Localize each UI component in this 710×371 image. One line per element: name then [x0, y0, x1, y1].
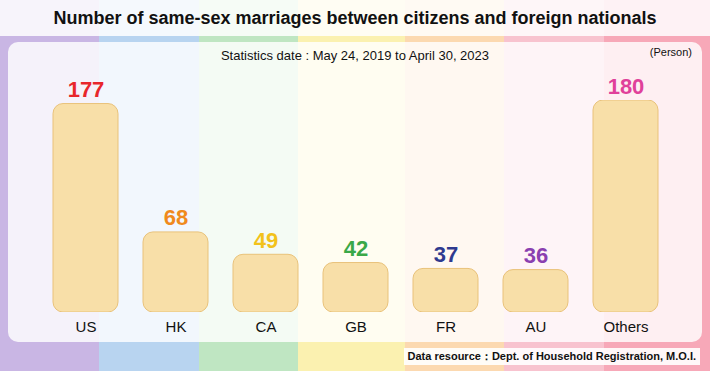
svg-text:AU: AU: [526, 318, 547, 335]
svg-text:HK: HK: [166, 318, 187, 335]
svg-text:68: 68: [164, 205, 188, 230]
html-text:Data resource：Dept. of Househo: Data resource：Dept. of Household Registr…: [407, 350, 696, 362]
svg-text:GB: GB: [345, 318, 367, 335]
svg-text:CA: CA: [256, 318, 277, 335]
svg-text:180: 180: [608, 74, 645, 99]
svg-text:Others: Others: [603, 318, 648, 335]
svg-text:FR: FR: [436, 318, 456, 335]
html-text:Number of same-sex marriages b: Number of same-sex marriages between cit…: [53, 8, 657, 28]
html-text:(Person): (Person): [649, 46, 692, 58]
svg-text:36: 36: [524, 243, 548, 268]
svg-text:42: 42: [344, 236, 368, 261]
svg-text:US: US: [76, 318, 97, 335]
html-text:Statistics date : May 24, 2019: Statistics date : May 24, 2019 to April …: [220, 48, 489, 63]
svg-text:49: 49: [254, 228, 278, 253]
svg-text:37: 37: [434, 242, 458, 267]
svg-text:177: 177: [68, 77, 105, 102]
